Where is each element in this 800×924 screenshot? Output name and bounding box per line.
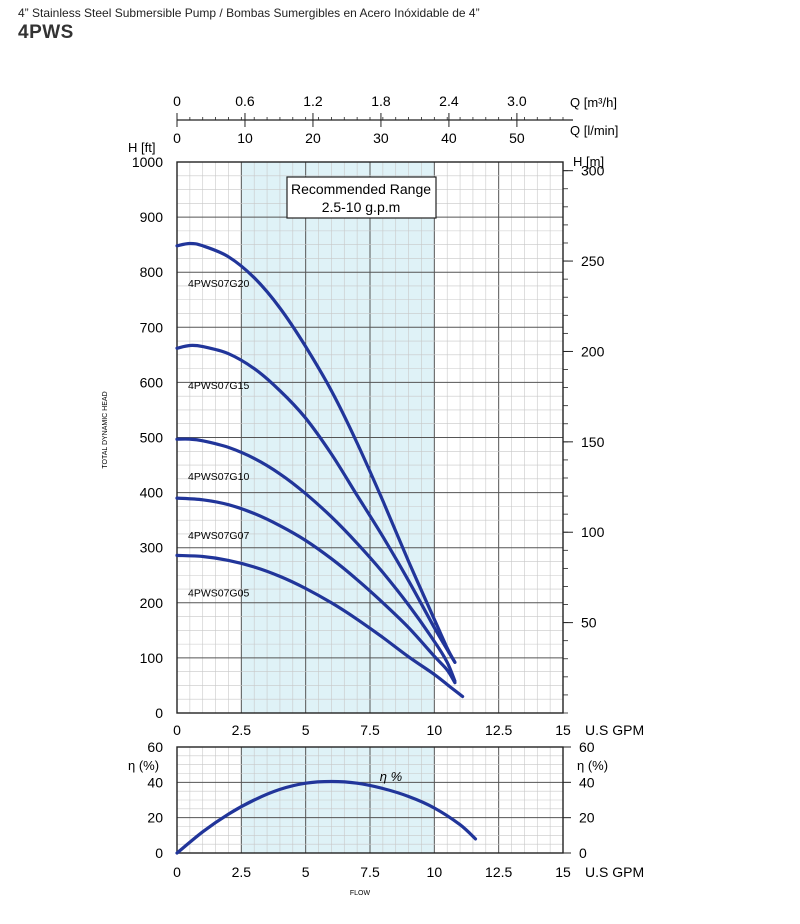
head-y-tick-label: 200	[140, 595, 164, 611]
efficiency-x-axis-label: U.S GPM	[585, 864, 644, 880]
head-y-axis-label-ft: H [ft]	[128, 140, 155, 155]
efficiency-right-tick-label: 60	[579, 739, 595, 755]
efficiency-y-tick-label: 20	[147, 810, 163, 826]
pump-curve-label: 4PWS07G15	[188, 380, 249, 392]
efficiency-y-axis-label-right: η (%)	[577, 758, 608, 773]
head-y-tick-label: 400	[140, 485, 164, 501]
head-right-tick-label: 250	[581, 253, 605, 269]
head-y-tick-label: 500	[140, 430, 164, 446]
head-x-tick-label: 12.5	[485, 722, 512, 738]
lmin-tick-label: 0	[173, 130, 181, 146]
lmin-tick-label: 30	[373, 130, 389, 146]
efficiency-y-axis-label: η (%)	[128, 758, 159, 773]
efficiency-curve-label: η %	[380, 769, 402, 784]
head-y-tick-label: 700	[140, 319, 164, 335]
efficiency-x-tick-label: 10	[427, 864, 443, 880]
lmin-tick-label: 10	[237, 130, 253, 146]
m3h-tick-label: 1.2	[303, 93, 323, 109]
head-y-tick-label: 800	[140, 264, 164, 280]
efficiency-curve	[175, 779, 478, 855]
m3h-tick-label: 0	[173, 93, 181, 109]
head-x-tick-label: 7.5	[360, 722, 380, 738]
head-y-tick-label: 900	[140, 209, 164, 225]
lmin-tick-label: 40	[441, 130, 457, 146]
product-subtitle: 4” Stainless Steel Submersible Pump / Bo…	[18, 6, 480, 20]
head-y-tick-label: 600	[140, 374, 164, 390]
recommended-range-box	[286, 176, 437, 219]
head-x-tick-label: 5	[302, 722, 310, 738]
recommended-range-title: Recommended Range	[291, 181, 431, 197]
head-right-tick-label: 200	[581, 343, 605, 359]
m3h-tick-label: 2.4	[439, 93, 459, 109]
pump-curve-4pws07g05	[175, 553, 465, 699]
head-right-tick-label: 100	[581, 524, 605, 540]
efficiency-y-tick-label: 0	[155, 845, 163, 861]
pump-curve-label: 4PWS07G07	[188, 530, 249, 542]
lmin-tick-label: 50	[509, 130, 525, 146]
page-header: 4” Stainless Steel Submersible Pump / Bo…	[18, 6, 480, 44]
efficiency-x-tick-label: 15	[555, 864, 571, 880]
efficiency-right-tick-label: 20	[579, 810, 595, 826]
pump-curve-4pws07g20	[175, 241, 457, 664]
m3h-tick-label: 3.0	[507, 93, 527, 109]
head-x-axis-label: U.S GPM	[585, 722, 644, 738]
efficiency-right-tick-label: 0	[579, 845, 587, 861]
lmin-tick-label: 20	[305, 130, 321, 146]
pump-curve-label: 4PWS07G05	[188, 587, 249, 599]
efficiency-right-tick-label: 40	[579, 774, 595, 790]
head-right-tick-label: 50	[581, 615, 597, 631]
head-plot-frame	[176, 161, 564, 714]
head-y-tick-label: 300	[140, 540, 164, 556]
lmin-axis-label: Q [l/min]	[570, 123, 618, 138]
head-x-tick-label: 15	[555, 722, 571, 738]
efficiency-x-tick-label: 5	[302, 864, 310, 880]
efficiency-x-tick-label: 7.5	[360, 864, 380, 880]
efficiency-y-tick-label: 40	[147, 774, 163, 790]
efficiency-plot-frame	[176, 746, 564, 854]
efficiency-x-tick-label: 2.5	[232, 864, 252, 880]
pump-curve-4pws07g07	[175, 496, 457, 685]
m3h-tick-label: 0.6	[235, 93, 255, 109]
head-y-tick-label: 0	[155, 705, 163, 721]
efficiency-x-tick-label: 0	[173, 864, 181, 880]
pump-curve-4pws07g10	[175, 437, 457, 683]
efficiency-y-tick-label: 60	[147, 739, 163, 755]
pump-curve-label: 4PWS07G10	[188, 471, 249, 483]
flow-axis-title: FLOW	[350, 890, 371, 897]
efficiency-x-tick-label: 12.5	[485, 864, 512, 880]
recommended-range-text: 2.5-10 g.p.m	[322, 199, 401, 215]
head-right-tick-label: 150	[581, 434, 605, 450]
m3h-tick-label: 1.8	[371, 93, 391, 109]
head-right-tick-label: 300	[581, 163, 605, 179]
pump-curve-label: 4PWS07G20	[188, 278, 249, 290]
head-y-tick-label: 100	[140, 650, 164, 666]
head-x-tick-label: 10	[427, 722, 443, 738]
head-y-tick-label: 1000	[132, 154, 163, 170]
pump-curve-4pws07g15	[175, 343, 457, 664]
head-x-tick-label: 0	[173, 722, 181, 738]
head-x-tick-label: 2.5	[232, 722, 252, 738]
head-y-axis-label-m: H [m]	[573, 154, 604, 169]
total-dynamic-head-title: TOTAL DYNAMIC HEAD	[102, 391, 109, 468]
model-title: 4PWS	[18, 22, 74, 43]
m3h-axis-label: Q [m³/h]	[570, 95, 617, 110]
